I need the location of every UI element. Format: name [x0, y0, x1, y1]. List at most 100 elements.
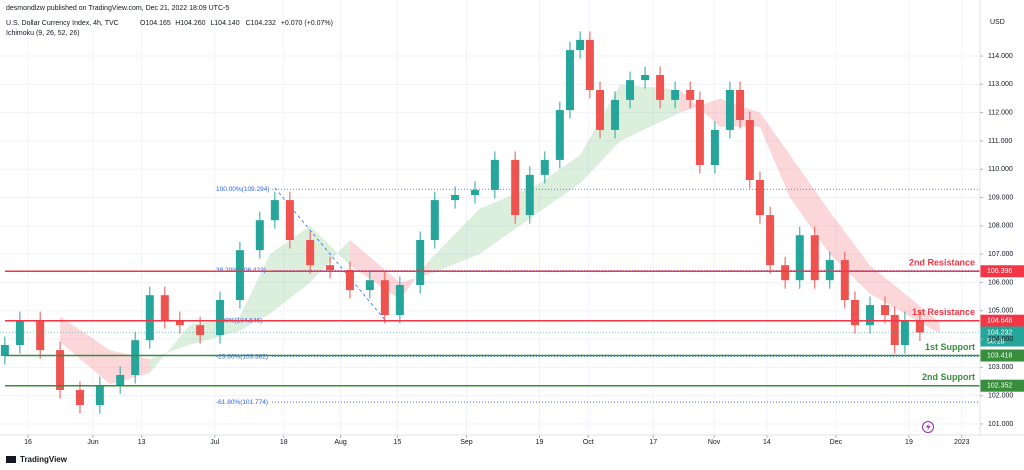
fib-label: 100.00%(109.294): [216, 186, 270, 193]
candle-body: [850, 300, 859, 326]
price-tag: [980, 314, 1024, 327]
candle-body: [540, 159, 549, 175]
ohlc-value: H104.260: [175, 20, 205, 27]
candle-body: [825, 260, 834, 281]
cloud-segment: [869, 265, 940, 334]
candle-body: [75, 390, 84, 405]
fib-trend-line: [274, 187, 386, 321]
candle-body: [451, 195, 460, 201]
candle-body: [736, 90, 745, 120]
cloud-segment: [479, 183, 540, 255]
x-tick-label: 2023: [954, 439, 970, 446]
y-tick-label: 114.000: [988, 53, 1013, 60]
axes: 101.000 102.000 103.000 104.000 105.000 106.0…: [24, 53, 1013, 446]
y-tick-label: 101.000: [988, 421, 1013, 428]
candle-body: [840, 260, 849, 300]
candle-body: [890, 315, 899, 345]
ohlc-value: O104.165: [140, 20, 171, 27]
cloud-segment: [189, 316, 240, 345]
y-tick-label: 112.000: [988, 109, 1013, 116]
x-tick-label: Jun: [87, 439, 98, 446]
candle-body: [326, 265, 335, 270]
fib-label: -23.60%(103.382): [216, 353, 268, 360]
price-tag: [980, 265, 1024, 278]
fib-label: -61.80%(101.774): [216, 399, 268, 406]
candle-body: [585, 39, 594, 90]
ohlc-value: C104.232: [246, 20, 276, 27]
candle-body: [915, 320, 924, 333]
candle-body: [365, 280, 374, 291]
candle-body: [145, 295, 154, 341]
candle-body: [395, 285, 404, 315]
y-tick-label: 108.000: [988, 223, 1013, 230]
y-tick-label: 111.000: [988, 138, 1012, 145]
candle-body: [15, 320, 24, 345]
x-tick-label: 19: [905, 439, 913, 446]
candle-body: [160, 295, 169, 321]
candle-body: [490, 159, 499, 190]
candle-body: [131, 340, 140, 375]
x-tick-label: Jul: [210, 439, 219, 446]
candle-body: [656, 75, 665, 100]
candle-body: [270, 200, 279, 221]
candle-body: [380, 280, 389, 315]
x-tick-label: 15: [394, 439, 402, 446]
y-tick-label: 106.000: [988, 279, 1013, 286]
cloud-segment: [269, 225, 311, 314]
level-label: 1st Support: [925, 342, 975, 352]
ohlc-value: L104.140: [210, 20, 239, 27]
candle-body: [695, 99, 704, 165]
candle-body: [745, 120, 754, 180]
x-tick-label: 13: [138, 439, 146, 446]
candle-body: [255, 220, 264, 251]
symbol: U.S. Dollar Currency Index, 4h, TVC: [6, 20, 119, 27]
y-tick-label: 105.000: [988, 308, 1013, 315]
candle-body: [285, 200, 294, 240]
publisher: desmondlzw published on TradingView.com,…: [6, 5, 229, 12]
ohlc: O104.165 H104.260 L104.140 C104.232 +0.070 (…: [140, 20, 333, 27]
candle-body: [306, 240, 315, 266]
x-tick-label: 19: [536, 439, 544, 446]
price-tag-label: 106.396: [987, 268, 1012, 275]
x-tick-label: Aug: [334, 439, 347, 446]
cloud-segment: [539, 155, 581, 212]
x-tick-label: Sep: [460, 439, 473, 446]
cloud-segment: [790, 155, 830, 255]
event-icon-bolt: [926, 423, 931, 431]
candle-body: [565, 50, 574, 111]
ohlc-value: +0.070 (+0.07%): [281, 20, 333, 27]
price-tag: [980, 349, 1024, 362]
candle-body: [611, 99, 620, 130]
candle-body: [576, 39, 585, 51]
candle-body: [671, 90, 680, 100]
candles: [0, 31, 924, 414]
candle-body: [525, 174, 534, 216]
grid: [0, 0, 980, 435]
candle-body: [470, 189, 479, 195]
y-tick-label: 104.000: [988, 336, 1013, 343]
price-tag-label: 103.418: [987, 352, 1012, 359]
price-tag-label: 104.648: [987, 318, 1012, 325]
countdown: 50:18: [987, 338, 1005, 345]
indicator: Ichimoku (9, 26, 52, 26): [6, 30, 80, 37]
y-tick-label: 102.000: [988, 393, 1013, 400]
candle-body: [0, 345, 9, 357]
x-tick-label: Nov: [708, 439, 721, 446]
candle-body: [216, 300, 225, 336]
candle-body: [56, 350, 65, 390]
candle-body: [596, 90, 605, 130]
current-price-label: 104.232: [987, 329, 1012, 336]
candle-body: [345, 270, 354, 291]
y-tick-label: 110.000: [988, 166, 1013, 173]
candle-body: [626, 80, 635, 100]
candle-body: [900, 320, 909, 345]
y-tick-label: 109.000: [988, 194, 1013, 201]
levels: 2nd Resistance 106.396 1st Resistance 104.6…: [0, 258, 1024, 392]
candle-body: [795, 235, 804, 281]
x-tick-label: Dec: [830, 439, 843, 446]
candle-body: [710, 129, 719, 165]
candle-body: [175, 320, 184, 326]
candle-body: [95, 385, 104, 405]
cloud-segment: [620, 84, 680, 141]
